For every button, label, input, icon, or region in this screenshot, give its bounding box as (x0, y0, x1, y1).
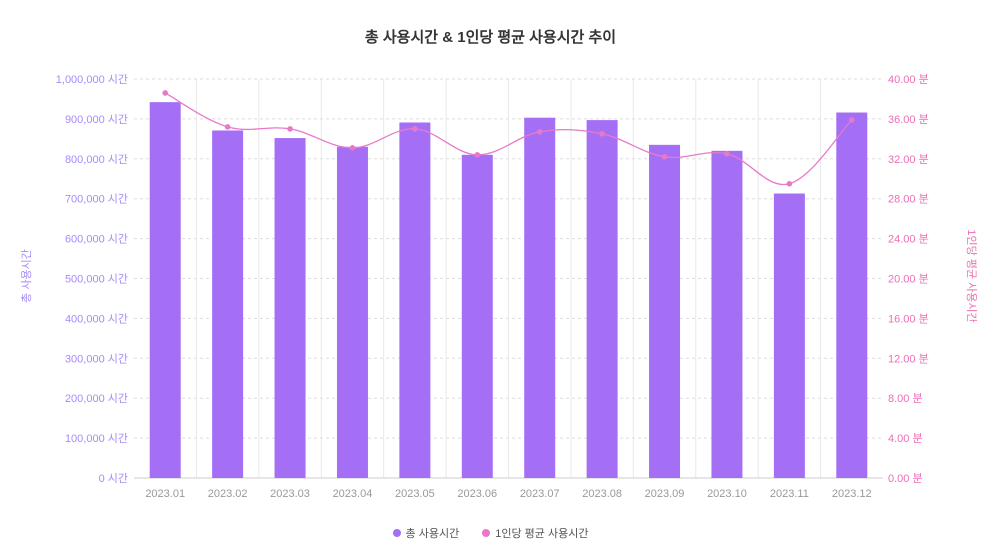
bar-2023.10 (711, 150, 743, 478)
line-point-2023.07 (536, 129, 543, 135)
line-point-2023.03 (287, 126, 293, 132)
left-tick-label: 900,000 시간 (65, 113, 128, 126)
right-tick-label: 12.00 분 (888, 353, 929, 365)
line-point-2023.10 (724, 151, 730, 157)
bar-2023.11 (773, 193, 805, 478)
x-tick-label: 2023.05 (395, 488, 435, 500)
line-point-2023.02 (224, 124, 231, 130)
line-point-2023.12 (848, 117, 855, 123)
left-tick-label: 800,000 시간 (65, 153, 128, 166)
right-tick-label: 32.00 분 (888, 154, 929, 166)
right-axis-title: 1인당 평균 사용시간 (965, 229, 977, 323)
x-tick-label: 2023.09 (645, 488, 685, 500)
average-line (164, 92, 853, 186)
bar-series (149, 102, 868, 479)
bar-2023.06 (461, 154, 493, 478)
left-tick-label: 300,000 시간 (65, 352, 128, 365)
left-tick-label: 100,000 시간 (65, 432, 128, 445)
x-tick-label: 2023.08 (582, 488, 622, 500)
legend-label-average: 1인당 평균 사용시간 (495, 528, 589, 540)
line-point-2023.08 (599, 131, 605, 137)
right-tick-label: 36.00 분 (888, 114, 929, 126)
x-tick-label: 2023.07 (520, 488, 560, 500)
right-tick-label: 16.00 분 (888, 313, 929, 325)
right-tick-label: 28.00 분 (888, 194, 929, 206)
x-tick-label: 2023.02 (208, 488, 248, 500)
line-point-2023.06 (474, 152, 481, 158)
legend-marker-total (392, 529, 401, 537)
bar-2023.08 (586, 120, 618, 479)
legend: 총 사용시간 1인당 평균 사용시간 (0, 525, 981, 541)
x-axis: 2023.01 2023.02 2023.03 2023.04 2023.05 2023.… (145, 488, 871, 500)
x-tick-label: 2023.12 (832, 488, 872, 500)
left-tick-label: 200,000 시간 (65, 392, 128, 405)
legend-label-total: 총 사용시간 (405, 528, 460, 540)
left-axis-title: 총 사용시간 (21, 249, 33, 303)
right-tick-label: 8.00 분 (888, 393, 923, 405)
bar-2023.04 (336, 146, 368, 478)
right-y-axis: 0.00 분 4.00 분 8.00 분 12.00 분 16.00 분 20.00 분 2… (888, 74, 929, 485)
legend-item-average[interactable]: 1인당 평균 사용시간 (482, 525, 588, 541)
left-tick-label: 500,000 시간 (65, 273, 128, 286)
line-point-2023.04 (349, 145, 356, 151)
right-tick-label: 20.00 분 (888, 274, 929, 286)
bar-2023.09 (649, 144, 681, 478)
bar-2023.07 (524, 117, 556, 478)
grid-lines (134, 78, 883, 479)
bar-2023.02 (212, 130, 244, 478)
bar-2023.05 (399, 122, 431, 478)
left-y-axis: 0 시간 100,000 시간 200,000 시간 300,000 시간 400,00… (56, 73, 128, 485)
right-tick-label: 24.00 분 (888, 234, 929, 246)
left-tick-label: 700,000 시간 (65, 193, 128, 206)
x-tick-label: 2023.10 (707, 488, 747, 500)
x-tick-label: 2023.06 (457, 488, 497, 500)
chart-title: 총 사용시간 & 1인당 평균 사용시간 추이 (364, 29, 617, 46)
left-tick-label: 0 시간 (99, 472, 128, 485)
right-tick-label: 40.00 분 (888, 74, 929, 86)
line-point-2023.09 (661, 154, 668, 160)
x-tick-label: 2023.03 (270, 488, 310, 500)
right-tick-label: 0.00 분 (888, 473, 923, 485)
legend-item-total[interactable]: 총 사용시간 (392, 525, 460, 541)
x-tick-label: 2023.04 (333, 488, 373, 500)
left-tick-label: 400,000 시간 (65, 312, 128, 325)
legend-marker-average (482, 529, 491, 537)
line-point-2023.01 (162, 90, 169, 96)
line-point-2023.05 (412, 126, 418, 132)
bar-2023.01 (149, 102, 181, 478)
line-series (162, 90, 855, 187)
line-point-2023.11 (786, 180, 793, 187)
left-tick-label: 600,000 시간 (65, 233, 128, 246)
left-tick-label: 1,000,000 시간 (56, 73, 128, 86)
right-tick-label: 4.00 분 (888, 433, 923, 445)
bar-2023.12 (836, 112, 868, 479)
x-tick-label: 2023.01 (145, 488, 185, 500)
bar-2023.03 (274, 138, 306, 478)
x-tick-label: 2023.11 (770, 488, 809, 500)
